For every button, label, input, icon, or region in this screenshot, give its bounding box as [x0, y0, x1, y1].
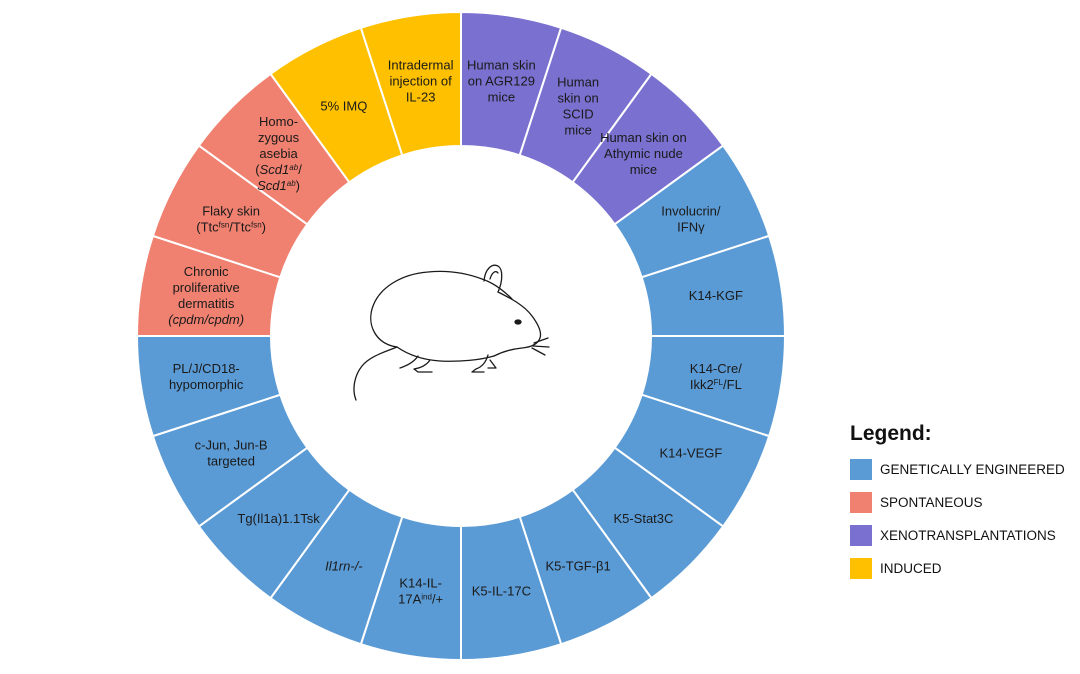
segment-label-tg-il1a: Tg(Il1a)1.1Tsk: [237, 511, 320, 526]
segment-label-k14-il-17a: K14-IL-17Aind/+: [398, 575, 443, 606]
legend-swatch: [850, 524, 872, 546]
segment-label-flaky-skin: Flaky skin (Ttcfsn/Ttcfsn): [196, 203, 266, 234]
legend-item-induced: INDUCED: [850, 557, 1078, 579]
segment-label-k14-cre-ikk2: K14-Cre/Ikk2FL/FL: [690, 361, 742, 392]
segment-label-k14-vegf: K14-VEGF: [659, 446, 722, 461]
legend-swatch: [850, 491, 872, 513]
legend-label: GENETICALLY ENGINEERED: [880, 461, 1065, 477]
segment-label-involucrin-ifng: Involucrin/IFNγ: [661, 203, 721, 234]
legend-label: SPONTANEOUS: [880, 494, 983, 510]
segment-label-pl-j-cd18: PL/J/CD18-hypomorphic: [169, 361, 244, 392]
legend-item-xenotransplantations: XENOTRANSPLANTATIONS: [850, 524, 1078, 546]
segment-label-human-skin-agr129: Human skin on AGR129 mice: [467, 58, 536, 105]
segment-label-k5-il-17c: K5-IL-17C: [472, 583, 531, 598]
center-disk: [272, 147, 650, 525]
segment-label-il-23: Intradermal injection of IL-23: [388, 58, 454, 105]
legend-swatch: [850, 557, 872, 579]
segment-label-k5-stat3c: K5-Stat3C: [613, 511, 673, 526]
segment-label-c-jun-jun-b: c-Jun, Jun-B targeted: [195, 438, 268, 469]
legend-label: XENOTRANSPLANTATIONS: [880, 527, 1056, 543]
legend: Legend: GENETICALLY ENGINEERED SPONTANEO…: [850, 422, 1078, 590]
model-ring: Human skin on AGR129 mice Human skin on SCID m…: [135, 10, 787, 662]
segment-label-k14-kgf: K14-KGF: [689, 288, 743, 303]
mouse-icon: [353, 264, 550, 401]
segment-il-23: [359, 10, 462, 157]
legend-item-genetically-engineered: GENETICALLY ENGINEERED: [850, 458, 1078, 480]
legend-title: Legend:: [850, 422, 932, 445]
segment-label-k5-tgf-b1: K5-TGF-β1: [545, 558, 610, 573]
segment-label-human-skin-scid: Human skin on SCID mice: [557, 75, 599, 138]
legend-swatch: [850, 458, 872, 480]
legend-item-spontaneous: SPONTANEOUS: [850, 491, 1078, 513]
segment-label-homozygous-asebia: Homo-zygous asebia (Scd1ab/Scd1ab): [255, 114, 302, 193]
segment-label-human-skin-athymic: Human skin on Athymic nude mice: [600, 130, 687, 177]
segment-label-cpdm: Chronic proliferative dermatitis (cpdm/cpdm…: [168, 264, 244, 327]
segment-label-il1rn: Il1rn-/-: [325, 558, 363, 573]
legend-label: INDUCED: [880, 560, 942, 576]
segment-label-imq: 5% IMQ: [320, 99, 367, 114]
